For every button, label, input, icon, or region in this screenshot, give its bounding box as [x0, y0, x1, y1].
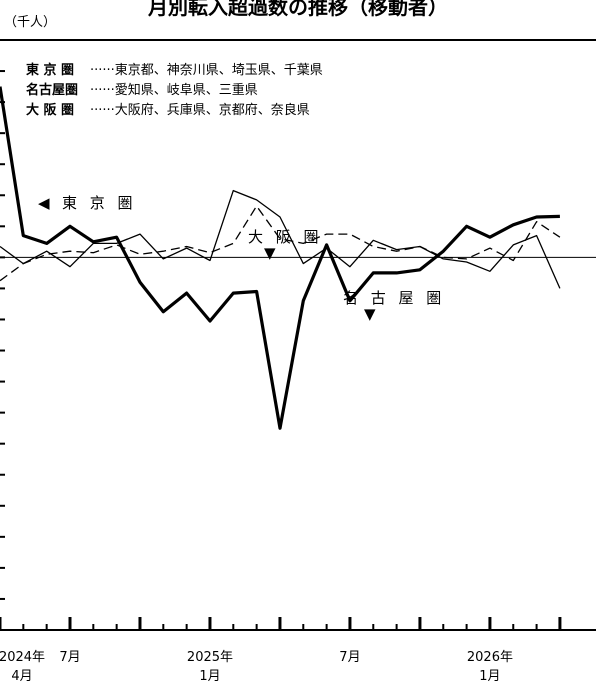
series-label-nagoya: 名 古 屋 圏 ▼: [343, 289, 445, 323]
osaka-label: 大 阪 圏: [248, 228, 323, 246]
tokyo-marker: ◀: [38, 194, 54, 212]
x-tick-label: 7月: [339, 650, 360, 665]
nagoya-label: 名 古 屋 圏: [343, 289, 445, 307]
tokyo-label: 東 京 圏: [62, 194, 137, 212]
x-tick-label-sub: 1月: [199, 669, 220, 684]
legend-text-osaka: ······大阪府、兵庫県、京都府、奈良県: [90, 102, 310, 118]
x-tick-label: 2025年: [187, 650, 233, 665]
y-axis-ticks: [0, 70, 5, 600]
plot-frame: [0, 39, 596, 631]
x-axis-ticks: [0, 617, 562, 630]
series-label-tokyo: ◀ 東 京 圏: [38, 194, 137, 212]
legend-key-nagoya: 名古屋圏: [26, 82, 78, 98]
nagoya-marker: ▼: [364, 305, 380, 323]
x-tick-label-sub: 4月: [11, 669, 32, 684]
x-tick-label: 7月: [59, 650, 80, 665]
unit-label: （千人）: [4, 15, 56, 30]
legend-text-tokyo: ······東京都、神奈川県、埼玉県、千葉県: [90, 62, 323, 78]
legend-key-tokyo: 東 京 圏: [26, 62, 74, 78]
x-axis-labels: 2024年 4月 7月 2025年 1月 7月 2026年 1月: [0, 650, 513, 684]
series-line-nagoya: [0, 189, 561, 289]
series-line-tokyo: [0, 86, 560, 430]
series-label-osaka: 大 阪 圏 ▼: [248, 228, 323, 262]
legend: 東 京 圏 ······東京都、神奈川県、埼玉県、千葉県 名古屋圏 ······…: [26, 62, 323, 118]
legend-text-nagoya: ······愛知県、岐阜県、三重県: [90, 82, 258, 98]
osaka-marker: ▼: [264, 244, 280, 262]
legend-key-osaka: 大 阪 圏: [26, 102, 74, 118]
chart-title: 月別転入超過数の推移（移動者）: [147, 0, 448, 19]
x-tick-label-sub: 1月: [479, 669, 500, 684]
x-tick-label: 2024年: [0, 650, 45, 665]
series-line-osaka: [0, 205, 561, 282]
x-tick-label: 2026年: [467, 650, 513, 665]
